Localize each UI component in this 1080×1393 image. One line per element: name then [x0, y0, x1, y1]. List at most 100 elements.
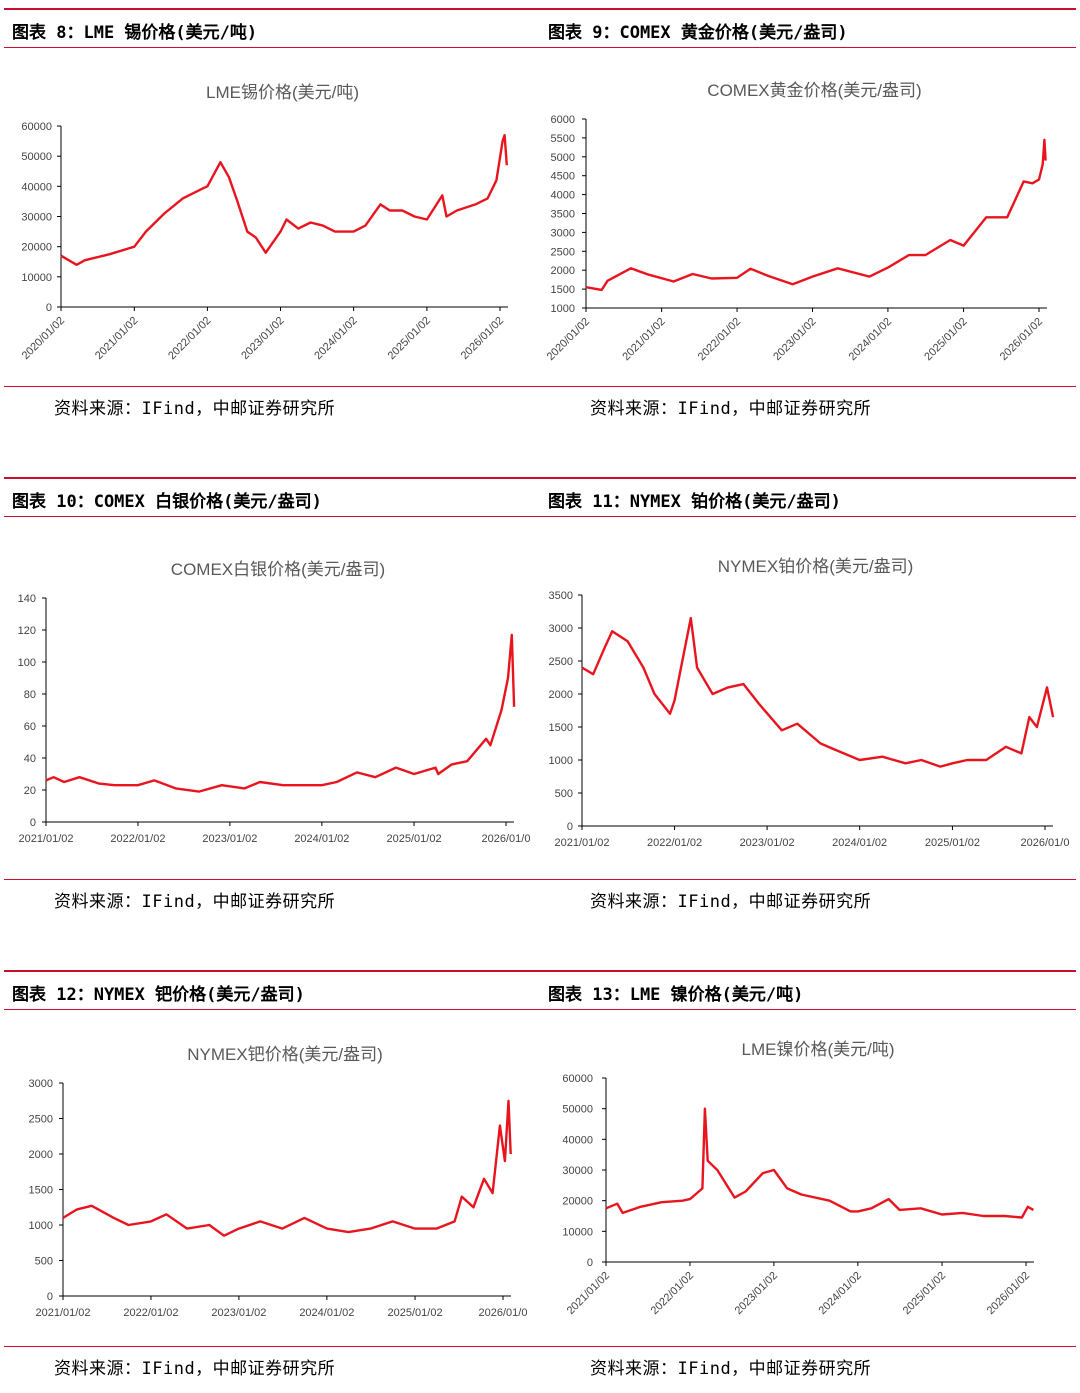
x-tick-label: 2026/01/0: [1021, 837, 1070, 849]
x-tick-label: 2021/01/02: [35, 1307, 90, 1319]
line-chart: NYMEX钯价格(美元/盎司) 0 500 1000 1500 2000 2500 3000 2…: [29, 1045, 528, 1319]
x-tick-label: 2022/01/02: [696, 316, 743, 363]
series-line: [605, 1107, 1034, 1219]
figure-header: 图表 9：COMEX 黄金价格(美元/盎司): [540, 8, 1076, 48]
x-tick-label: 2026/01/0: [482, 833, 531, 845]
y-tick-label: 140: [18, 593, 36, 605]
series-line: [60, 133, 508, 267]
chart-area: COMEX白银价格(美元/盎司) 0 20 40 60 80 100 120 140 2021/0…: [4, 537, 540, 867]
x-tick-label: 2021/01/02: [554, 837, 609, 849]
figure-header: 图表 11：NYMEX 铂价格(美元/盎司): [540, 477, 1076, 517]
y-tick-label: 10000: [562, 1226, 593, 1238]
chart-title: COMEX白银价格(美元/盎司): [171, 560, 385, 579]
line-chart: LME镍价格(美元/吨) 0 10000 20000 30000 40000 50000 60…: [562, 1040, 1034, 1317]
y-tick-label: 1500: [29, 1185, 53, 1197]
x-tick-label: 2026/01/02: [998, 316, 1045, 363]
source-divider: [4, 1346, 540, 1347]
chart-title: NYMEX铂价格(美元/盎司): [718, 557, 914, 576]
x-tick-label: 2023/01/02: [202, 833, 257, 845]
x-tick-label: 2026/01/02: [459, 315, 506, 362]
y-tick-label: 30000: [562, 1165, 593, 1177]
y-tick-label: 80: [24, 689, 36, 701]
source-note: 资料来源：IFind，中邮证券研究所: [54, 1359, 336, 1379]
y-tick-label: 100: [18, 657, 36, 669]
y-tick-label: 60000: [21, 121, 52, 133]
y-tick-label: 6000: [551, 114, 575, 126]
x-tick-label: 2025/01/02: [925, 837, 980, 849]
chart-area: NYMEX铂价格(美元/盎司) 0 500 1000 1500 2000 2500 3000 3…: [540, 537, 1076, 867]
y-tick-label: 4500: [551, 171, 575, 183]
series-line: [581, 616, 1055, 768]
x-tick-label: 2025/01/02: [922, 316, 969, 363]
y-tick-label: 0: [30, 817, 36, 829]
chart-title: LME锡价格(美元/吨): [206, 83, 359, 102]
x-tick-label: 2021/01/02: [93, 315, 140, 362]
figure-title: 图表 9：COMEX 黄金价格(美元/盎司): [548, 23, 848, 43]
source-note: 资料来源：IFind，中邮证券研究所: [590, 1359, 872, 1379]
y-tick-label: 3000: [551, 227, 575, 239]
x-tick-label: 2024/01/02: [312, 315, 359, 362]
x-tick-label: 2024/01/02: [299, 1307, 354, 1319]
x-tick-label: 2026/01/02: [985, 1270, 1032, 1317]
y-tick-label: 120: [18, 625, 36, 637]
x-tick-label: 2023/01/02: [740, 837, 795, 849]
y-tick-label: 1000: [551, 303, 575, 315]
y-tick-label: 2500: [29, 1114, 53, 1126]
x-tick-label: 2025/01/02: [387, 833, 442, 845]
figure-title: 图表 13：LME 镍价格(美元/吨): [548, 985, 804, 1005]
x-tick-label: 2020/01/02: [20, 315, 67, 362]
y-tick-label: 50000: [21, 151, 52, 163]
line-chart: COMEX黄金价格(美元/盎司) 1000 1500 2000 2500 3000 3500…: [545, 81, 1047, 363]
series-line: [45, 633, 516, 793]
x-tick-label: 2022/01/02: [110, 833, 165, 845]
x-tick-label: 2025/01/02: [388, 1307, 443, 1319]
source-divider: [540, 1346, 1076, 1347]
source-divider: [540, 386, 1076, 387]
figure-header: 图表 12：NYMEX 钯价格(美元/盎司): [4, 970, 540, 1010]
chart-area: COMEX黄金价格(美元/盎司) 1000 1500 2000 2500 3000 3500…: [540, 54, 1076, 376]
source-note: 资料来源：IFind，中邮证券研究所: [54, 399, 336, 419]
figure-title: 图表 8：LME 锡价格(美元/吨): [12, 23, 258, 43]
y-tick-label: 60: [24, 721, 36, 733]
y-tick-label: 20: [24, 785, 36, 797]
y-tick-label: 60000: [562, 1073, 593, 1085]
x-tick-label: 2022/01/02: [166, 315, 213, 362]
figure-title: 图表 12：NYMEX 钯价格(美元/盎司): [12, 985, 305, 1005]
y-tick-label: 3500: [549, 590, 573, 602]
y-tick-label: 0: [587, 1257, 593, 1269]
y-tick-label: 40000: [21, 181, 52, 193]
x-tick-label: 2022/01/02: [123, 1307, 178, 1319]
x-tick-label: 2024/01/02: [817, 1270, 864, 1317]
x-tick-label: 2023/01/02: [733, 1270, 780, 1317]
source-divider: [4, 386, 540, 387]
y-tick-label: 1000: [549, 755, 573, 767]
x-tick-label: 2024/01/02: [294, 833, 349, 845]
x-tick-label: 2025/01/02: [901, 1270, 948, 1317]
chart-area: NYMEX钯价格(美元/盎司) 0 500 1000 1500 2000 2500 3000 2…: [4, 1026, 540, 1334]
y-tick-label: 3000: [549, 623, 573, 635]
y-tick-label: 2500: [551, 246, 575, 258]
x-tick-label: 2025/01/02: [386, 315, 433, 362]
y-tick-label: 40000: [562, 1134, 593, 1146]
x-tick-label: 2023/01/02: [771, 316, 818, 363]
y-tick-label: 0: [47, 1291, 53, 1303]
y-tick-label: 3500: [551, 209, 575, 221]
y-tick-label: 20000: [21, 242, 52, 254]
y-tick-label: 0: [46, 302, 52, 314]
chart-title: LME镍价格(美元/吨): [742, 1040, 895, 1059]
y-tick-label: 1500: [551, 284, 575, 296]
y-tick-label: 500: [35, 1256, 53, 1268]
y-tick-label: 2000: [551, 265, 575, 277]
source-note: 资料来源：IFind，中邮证券研究所: [590, 399, 872, 419]
y-tick-label: 20000: [562, 1196, 593, 1208]
series-line: [585, 138, 1047, 292]
line-chart: COMEX白银价格(美元/盎司) 0 20 40 60 80 100 120 140 2021/0…: [18, 560, 531, 845]
y-tick-label: 4000: [551, 190, 575, 202]
x-tick-label: 2023/01/02: [239, 315, 286, 362]
x-tick-label: 2022/01/02: [647, 837, 702, 849]
source-note: 资料来源：IFind，中邮证券研究所: [54, 892, 336, 912]
chart-area: LME锡价格(美元/吨) 0 10000 20000 30000 40000 50000 60…: [4, 54, 540, 376]
line-chart: LME锡价格(美元/吨) 0 10000 20000 30000 40000 50000 60…: [20, 83, 508, 362]
y-tick-label: 10000: [21, 272, 52, 284]
figure-header: 图表 8：LME 锡价格(美元/吨): [4, 8, 540, 48]
